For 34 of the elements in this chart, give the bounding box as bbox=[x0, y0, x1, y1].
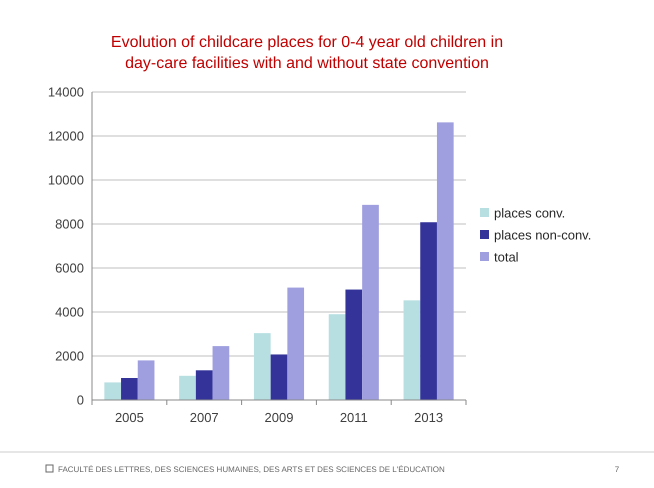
x-tick-label: 2009 bbox=[264, 410, 294, 425]
legend-label: places non-conv. bbox=[494, 228, 592, 243]
bar bbox=[328, 314, 346, 400]
legend-label: total bbox=[494, 250, 519, 265]
bar bbox=[436, 122, 454, 400]
y-tick-label: 4000 bbox=[55, 304, 84, 320]
y-tick-label: 2000 bbox=[55, 348, 84, 364]
bar bbox=[270, 354, 288, 400]
chart-title: Evolution of childcare places for 0-4 year old children in day-care facilities with and without state convention bbox=[110, 34, 504, 72]
y-tick-label: 6000 bbox=[55, 260, 84, 276]
text: FACULTÉ DES LETTRES, DES SCIENCES HUMAINES, DES ARTS ET DES SCIENCES DE L'ÉDUCATION bbox=[58, 465, 446, 474]
bar bbox=[254, 333, 271, 400]
bar bbox=[287, 288, 304, 400]
bar bbox=[104, 382, 122, 400]
x-tick-label: 2011 bbox=[340, 410, 368, 425]
y-tick-label: 8000 bbox=[55, 216, 84, 232]
bar bbox=[345, 290, 362, 400]
y-tick-label: 14000 bbox=[48, 84, 84, 100]
bar bbox=[179, 376, 196, 400]
y-tick-label: 10000 bbox=[48, 172, 84, 188]
bar bbox=[420, 222, 437, 400]
bar bbox=[362, 204, 379, 400]
bar bbox=[196, 370, 213, 400]
bar bbox=[212, 346, 230, 400]
bar bbox=[404, 300, 420, 400]
x-tick-label: 2013 bbox=[414, 410, 444, 425]
bar bbox=[138, 360, 154, 400]
legend-label: places conv. bbox=[494, 206, 566, 221]
text: 7 bbox=[614, 465, 620, 474]
bar bbox=[121, 378, 138, 400]
y-tick-label: 0 bbox=[76, 392, 84, 408]
x-tick-label: 2007 bbox=[190, 410, 219, 425]
y-tick-label: 12000 bbox=[48, 128, 84, 144]
x-tick-label: 2005 bbox=[114, 410, 144, 425]
